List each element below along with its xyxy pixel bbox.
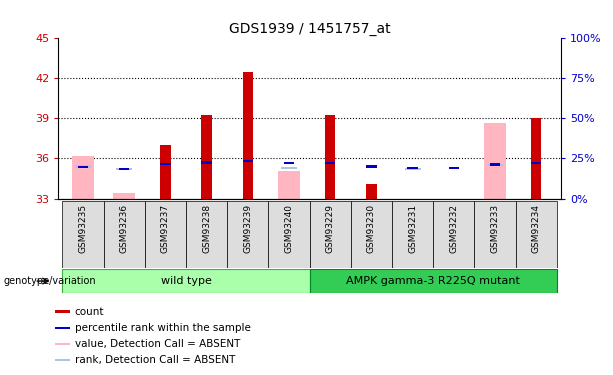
Bar (78, 166, 88, 168)
Text: GSM93235: GSM93235 (78, 204, 88, 253)
Bar (160, 145, 170, 199)
Bar (243, 72, 253, 199)
Text: AMPK gamma-3 R225Q mutant: AMPK gamma-3 R225Q mutant (346, 276, 520, 286)
Text: value, Detection Call = ABSENT: value, Detection Call = ABSENT (75, 339, 240, 349)
Bar (75, 165, 91, 168)
Bar (113, 194, 135, 199)
Bar (284, 162, 294, 164)
Bar (116, 168, 132, 170)
Bar (278, 171, 300, 199)
Text: count: count (75, 307, 104, 316)
Bar (63, 269, 310, 293)
Title: GDS1939 / 1451757_at: GDS1939 / 1451757_at (229, 22, 390, 36)
Text: wild type: wild type (161, 276, 211, 286)
Bar (366, 184, 376, 199)
Bar (281, 166, 297, 169)
Text: GSM93236: GSM93236 (120, 204, 129, 253)
Text: GSM93237: GSM93237 (161, 204, 170, 253)
Bar (55, 310, 70, 313)
Bar (310, 201, 351, 268)
Bar (202, 116, 211, 199)
Text: GSM93232: GSM93232 (449, 204, 459, 253)
Bar (487, 164, 503, 166)
Bar (366, 165, 376, 168)
Text: GSM93231: GSM93231 (408, 204, 417, 253)
Text: GSM93239: GSM93239 (243, 204, 253, 253)
Bar (392, 201, 433, 268)
Text: GSM93229: GSM93229 (326, 204, 335, 253)
Text: genotype/variation: genotype/variation (3, 276, 96, 286)
Bar (55, 359, 70, 362)
Bar (531, 118, 541, 199)
Text: percentile rank within the sample: percentile rank within the sample (75, 323, 251, 333)
Bar (405, 168, 421, 170)
Text: GSM93230: GSM93230 (367, 204, 376, 253)
Bar (227, 201, 268, 268)
Bar (325, 162, 335, 164)
Bar (119, 168, 129, 170)
Bar (160, 163, 170, 165)
Bar (408, 166, 417, 169)
Bar (186, 201, 227, 268)
Bar (63, 201, 104, 268)
Bar (243, 160, 253, 162)
Text: GSM93238: GSM93238 (202, 204, 211, 253)
Text: GSM93240: GSM93240 (284, 204, 294, 253)
Bar (55, 327, 70, 329)
Bar (516, 201, 557, 268)
Text: rank, Detection Call = ABSENT: rank, Detection Call = ABSENT (75, 355, 235, 365)
Bar (484, 123, 506, 199)
Bar (490, 163, 500, 166)
Bar (72, 156, 94, 199)
Bar (268, 201, 310, 268)
Text: GSM93233: GSM93233 (490, 204, 500, 253)
Bar (55, 343, 70, 345)
Bar (202, 161, 211, 164)
Bar (351, 201, 392, 268)
Bar (145, 201, 186, 268)
Bar (449, 166, 459, 169)
Bar (104, 201, 145, 268)
Bar (474, 201, 516, 268)
Bar (531, 162, 541, 164)
Bar (310, 269, 557, 293)
Text: GSM93234: GSM93234 (531, 204, 541, 253)
Bar (433, 201, 474, 268)
Bar (325, 116, 335, 199)
